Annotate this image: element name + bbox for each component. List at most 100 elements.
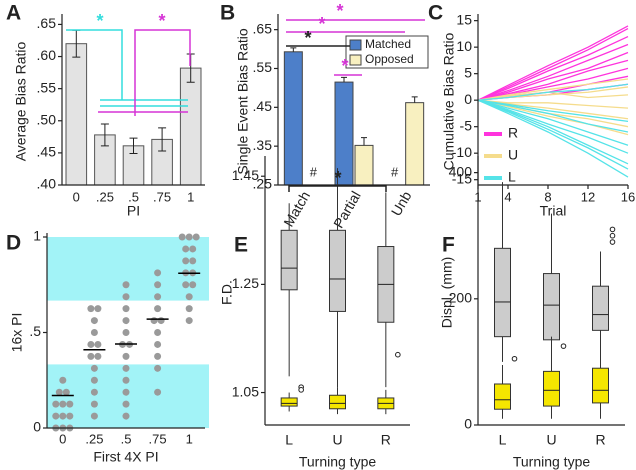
significance-star: * [304,28,311,48]
x-tick-label: .5 [121,431,132,446]
y-tick-label: 400 [449,163,473,179]
outlier [609,226,616,233]
legend-label: R [508,125,518,141]
box [494,383,511,410]
trial-line [477,83,629,101]
outlier [609,232,616,239]
y-axis-label: Single Event Bias Ratio [235,28,251,175]
x-tick-label: L [285,432,293,448]
legend-swatch [349,39,362,51]
dot [182,245,190,253]
trial-line [477,99,629,136]
y-axis-label: F.D. [219,280,235,305]
box [280,229,298,291]
y-tick-label: -15 [452,170,472,186]
dot [122,317,130,325]
legend-swatch [349,54,362,66]
dot [90,388,98,396]
y-tick-label: .65 [253,20,273,36]
x-tick-label: .25 [96,189,114,204]
significance-bracket [98,29,191,116]
dot [154,269,162,277]
dot [55,388,63,396]
dot [94,340,102,348]
trial-line [477,99,629,123]
error-bar [341,76,347,83]
y-tick-label: -10 [452,144,472,160]
dot [90,329,98,336]
dot [189,257,197,265]
trial-line [477,99,629,133]
dot [189,281,197,289]
dot [59,400,67,408]
error-bar [290,47,297,52]
x-tick-label: 0 [59,431,66,446]
panel-label: F [442,234,455,257]
x-axis-label: First 4X PI [93,449,158,465]
x-tick-label: .5 [128,189,139,204]
dot [154,305,162,313]
dot [122,388,130,396]
dot [52,412,60,420]
dot [192,233,200,241]
y-tick-label: .45 [37,144,57,160]
box [543,370,560,407]
dot [122,364,130,372]
bar [179,67,202,186]
y-tick-label: .60 [37,47,57,63]
x-tick-label: 0 [73,189,80,204]
dot [90,400,98,408]
error-bar [361,137,367,146]
panel-label: E [234,234,248,257]
dot [182,281,190,289]
x-tick-label: 1 [186,431,193,446]
y-tick-label: 0 [464,91,472,107]
x-tick-label: 8 [544,189,551,204]
dot [66,412,74,420]
dot [59,376,67,384]
y-tick-label: 0 [464,416,472,432]
trial-line [477,99,629,178]
error-bar [411,96,418,103]
legend-label: Opposed [365,52,414,66]
dot [52,400,60,408]
error-bar [129,137,138,155]
dot [182,257,190,265]
panel-label: A [6,2,21,25]
trial-line [477,99,629,154]
y-tick-label: 1.45 [232,167,259,183]
significance-star: * [158,11,165,31]
trial-line [477,78,629,101]
bar [283,51,303,186]
significance-bracket [288,185,387,192]
trial-line [477,99,629,146]
error-bar [158,127,167,152]
dot [122,293,130,301]
x-tick-label: L [499,432,507,448]
panel-label: D [6,232,21,255]
error-bar [100,123,109,147]
dot [185,317,193,325]
trial-line [477,99,629,109]
dot [62,388,70,396]
dot [178,233,186,241]
legend-label: L [508,169,516,185]
box [280,397,298,407]
dot [154,388,162,396]
trial-line [477,28,629,101]
x-axis-label: Turning type [513,454,591,470]
significance-star: * [96,11,103,31]
box [329,394,346,410]
x-tick-label: Partial [330,188,364,230]
y-tick-label: 10 [456,38,472,54]
y-tick-label: .65 [37,15,57,31]
y-tick-label: 0 [33,419,41,435]
x-tick-label: .25 [85,431,103,446]
bar [405,102,425,186]
dot [122,329,130,336]
y-tick-label: .25 [253,176,273,192]
x-tick-label: 12 [581,189,595,204]
shaded-band [47,237,209,301]
dot [94,352,102,360]
box [543,273,560,341]
